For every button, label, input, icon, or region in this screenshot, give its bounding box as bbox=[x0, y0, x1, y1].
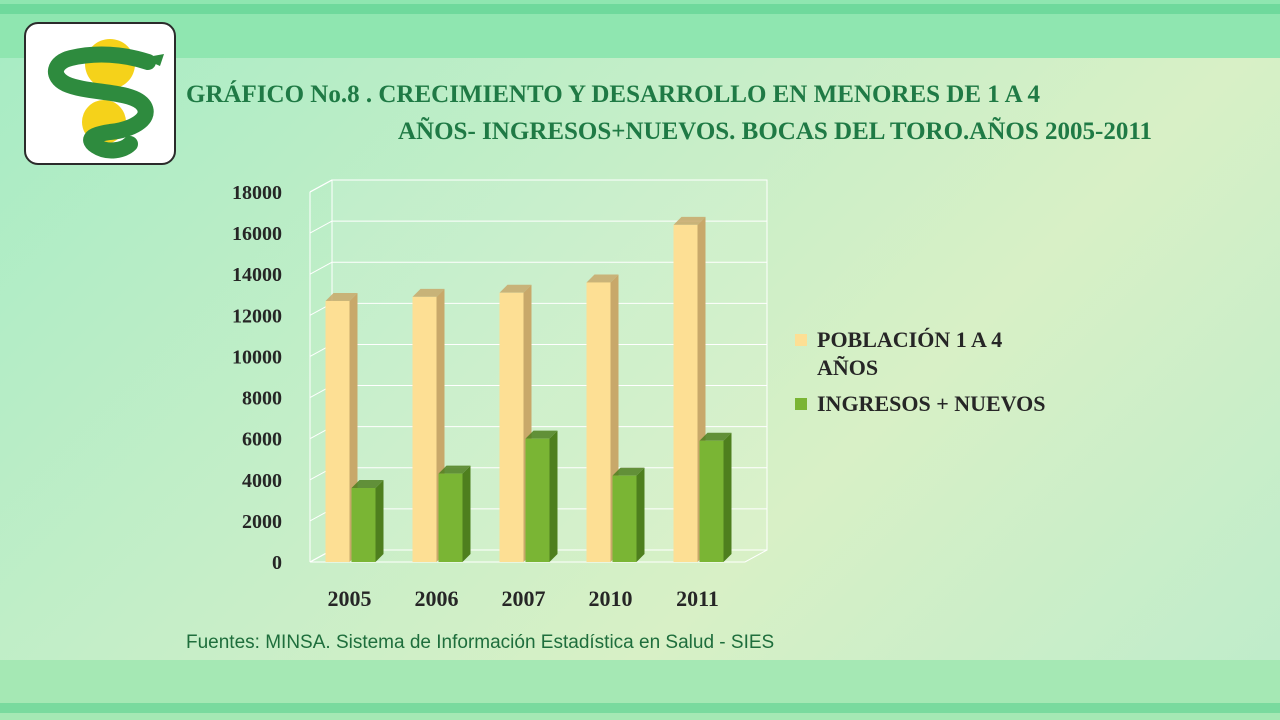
bar-side-1 bbox=[549, 430, 558, 562]
y-tick-label: 12000 bbox=[232, 305, 282, 327]
bar-ingresos bbox=[525, 438, 550, 562]
legend-swatch-poblacion bbox=[795, 334, 807, 346]
bar-top-0 bbox=[412, 288, 445, 297]
y-tick-label: 14000 bbox=[232, 264, 282, 286]
y-tick-label: 6000 bbox=[242, 429, 282, 451]
x-tick-label: 2006 bbox=[415, 586, 459, 611]
bar-ingresos bbox=[438, 473, 463, 562]
bar-top-1 bbox=[438, 465, 471, 474]
legend-label-ingresos: INGRESOS + NUEVOS bbox=[817, 391, 1046, 416]
x-tick-label: 2005 bbox=[328, 586, 372, 611]
gridline-depth bbox=[309, 220, 333, 234]
bar-side-1 bbox=[636, 467, 645, 562]
legend-item-ingresos: INGRESOS + NUEVOS bbox=[795, 390, 1057, 418]
bar-poblacion bbox=[325, 300, 350, 562]
bar-top-0 bbox=[673, 216, 706, 225]
bar-top-0 bbox=[586, 274, 619, 283]
chart-legend: POBLACIÓN 1 A 4 AÑOS INGRESOS + NUEVOS bbox=[795, 326, 1057, 426]
x-tick-label: 2010 bbox=[589, 586, 633, 611]
bar-top-1 bbox=[525, 430, 558, 439]
chart-title: GRÁFICO No.8 . CRECIMIENTO Y DESARROLLO … bbox=[186, 76, 1266, 150]
y-tick-label: 8000 bbox=[242, 388, 282, 410]
bar-poblacion bbox=[586, 282, 611, 562]
y-tick-label: 0 bbox=[272, 552, 282, 574]
legend-item-poblacion: POBLACIÓN 1 A 4 AÑOS bbox=[795, 326, 1057, 382]
legend-swatch-ingresos bbox=[795, 398, 807, 410]
bar-side-1 bbox=[723, 432, 732, 562]
bar-side-1 bbox=[462, 465, 471, 562]
bar-side-1 bbox=[375, 480, 384, 562]
y-tick-label: 10000 bbox=[232, 346, 282, 368]
bar-top-1 bbox=[699, 432, 732, 441]
gridline-depth bbox=[309, 179, 333, 193]
y-tick-label: 16000 bbox=[232, 223, 282, 245]
bar-top-1 bbox=[351, 480, 384, 488]
top-band-stripe bbox=[0, 4, 1280, 14]
gridline-depth bbox=[309, 261, 333, 275]
bar-ingresos bbox=[351, 488, 376, 562]
bar-top-1 bbox=[612, 467, 645, 476]
bottom-band-stripe bbox=[0, 703, 1280, 713]
x-tick-label: 2011 bbox=[676, 586, 719, 611]
x-tick-label: 2007 bbox=[502, 586, 546, 611]
bar-top-0 bbox=[499, 284, 532, 293]
y-tick-label: 18000 bbox=[232, 182, 282, 204]
bar-ingresos bbox=[612, 475, 637, 562]
bar-top-0 bbox=[325, 292, 358, 301]
chart-title-line1: GRÁFICO No.8 . CRECIMIENTO Y DESARROLLO … bbox=[186, 81, 1041, 108]
bar-ingresos bbox=[699, 440, 724, 562]
chart-title-line2: AÑOS- INGRESOS+NUEVOS. BOCAS DEL TORO.AÑ… bbox=[398, 118, 1152, 145]
serpent-logo-icon bbox=[48, 39, 164, 159]
bar-poblacion bbox=[499, 292, 524, 562]
minsa-logo bbox=[24, 22, 176, 165]
bar-poblacion bbox=[673, 224, 698, 562]
y-tick-label: 4000 bbox=[242, 470, 282, 492]
bar-poblacion bbox=[412, 296, 437, 562]
source-note: Fuentes: MINSA. Sistema de Información E… bbox=[186, 632, 775, 653]
y-tick-label: 2000 bbox=[242, 511, 282, 533]
legend-label-poblacion: POBLACIÓN 1 A 4 AÑOS bbox=[817, 327, 1003, 380]
